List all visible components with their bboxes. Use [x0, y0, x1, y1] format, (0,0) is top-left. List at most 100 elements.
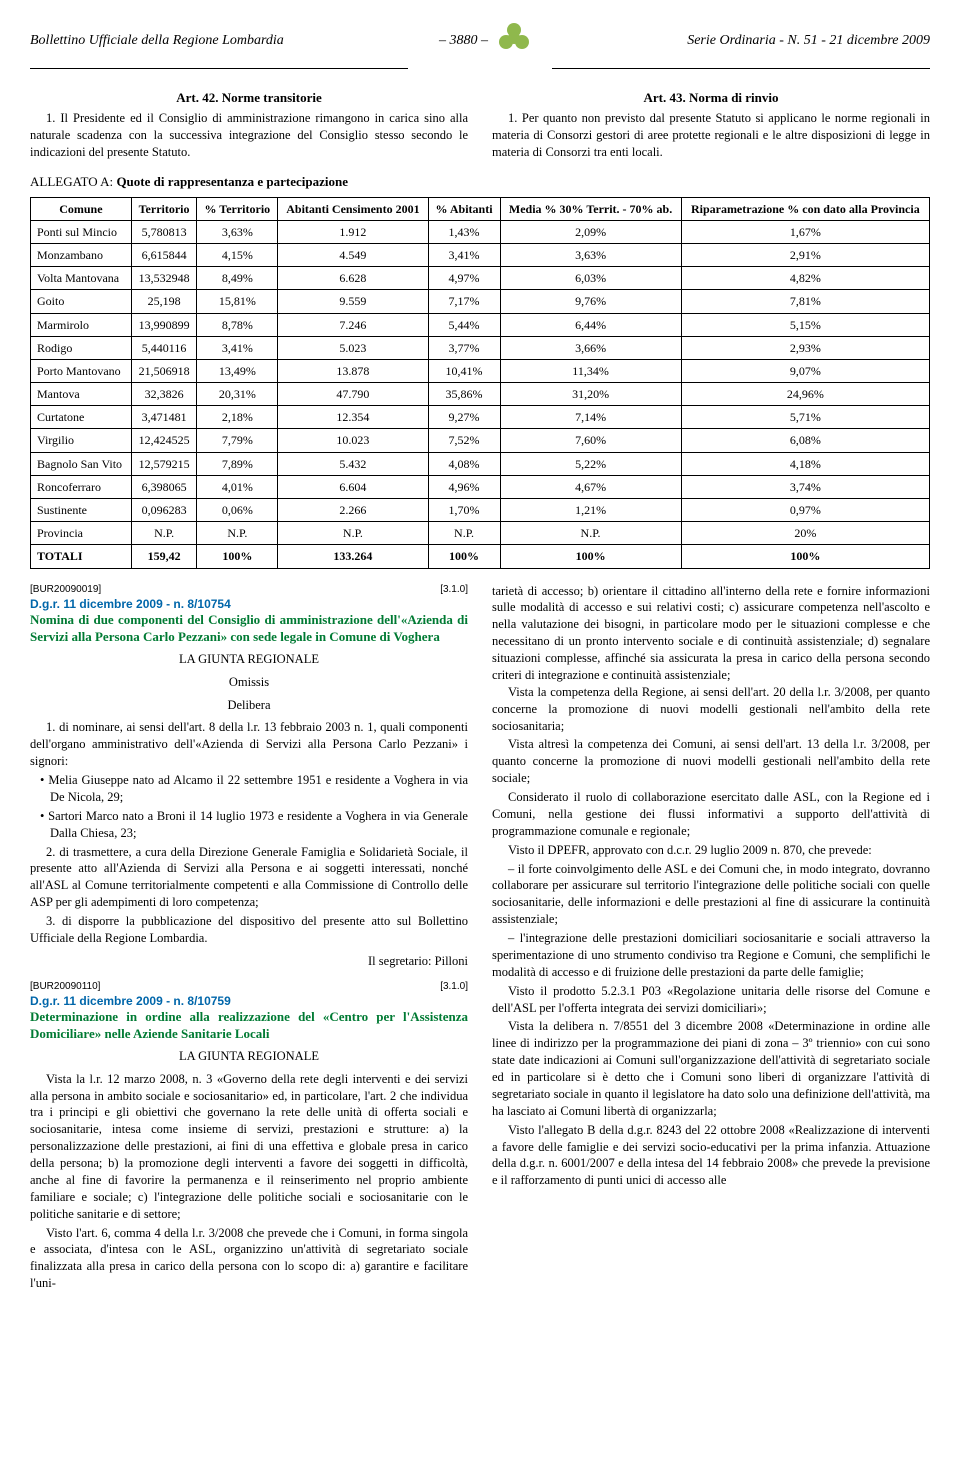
- table-cell: 4,08%: [428, 452, 500, 475]
- table-cell: 5,71%: [681, 406, 929, 429]
- rc-p7: – l'integrazione delle prestazioni domic…: [492, 930, 930, 981]
- decree1-p1: 1. di nominare, ai sensi dell'art. 8 del…: [30, 719, 468, 770]
- decree1-code-right: [3.1.0]: [440, 583, 468, 597]
- table-cell: 13.878: [278, 359, 428, 382]
- decree2-bur: [BUR20090110]: [30, 980, 468, 994]
- table-row: Virgilio12,4245257,79%10.0237,52%7,60%6,…: [31, 429, 930, 452]
- decree1-omissis: Omissis: [30, 674, 468, 691]
- table-cell: Rodigo: [31, 336, 132, 359]
- table-row: Roncoferraro6,3980654,01%6.6044,96%4,67%…: [31, 475, 930, 498]
- col-abitanti: Abitanti Censimento 2001: [278, 197, 428, 220]
- table-cell: Porto Mantovano: [31, 359, 132, 382]
- table-cell: 5.023: [278, 336, 428, 359]
- table-cell: 1,43%: [428, 220, 500, 243]
- decree1-b2: • Sartori Marco nato a Broni il 14 lugli…: [30, 808, 468, 842]
- table-row: Goito25,19815,81%9.5597,17%9,76%7,81%: [31, 290, 930, 313]
- table-cell: 47.790: [278, 383, 428, 406]
- table-cell: 10.023: [278, 429, 428, 452]
- decree1-block: [3.1.0] [BUR20090019] D.g.r. 11 dicembre…: [30, 583, 468, 970]
- articles-row: Art. 42. Norme transitorie 1. Il Preside…: [30, 83, 930, 163]
- rc-p10: Visto l'allegato B della d.g.r. 8243 del…: [492, 1122, 930, 1190]
- lower-content: [3.1.0] [BUR20090019] D.g.r. 11 dicembre…: [30, 583, 930, 1295]
- table-cell: N.P.: [278, 522, 428, 545]
- table-row: ProvinciaN.P.N.P.N.P.N.P.N.P.20%: [31, 522, 930, 545]
- table-row: Porto Mantovano21,50691813,49%13.87810,4…: [31, 359, 930, 382]
- table-cell: 8,78%: [197, 313, 278, 336]
- table-row: Mantova32,382620,31%47.79035,86%31,20%24…: [31, 383, 930, 406]
- table-cell: 1,21%: [500, 499, 681, 522]
- decree1-p3: 3. di disporre la pubblicazione del disp…: [30, 913, 468, 947]
- table-cell: 2,09%: [500, 220, 681, 243]
- table-cell: 5,440116: [131, 336, 197, 359]
- table-cell: 1,70%: [428, 499, 500, 522]
- decree2-title: Determinazione in ordine alla realizzazi…: [30, 1009, 468, 1042]
- table-cell: 3,41%: [428, 243, 500, 266]
- table-cell: 32,3826: [131, 383, 197, 406]
- table-cell: 2.266: [278, 499, 428, 522]
- decree1-delibera: Delibera: [30, 697, 468, 714]
- art42-title: Art. 42. Norme transitorie: [30, 89, 468, 107]
- table-cell: 3,63%: [197, 220, 278, 243]
- col-media: Media % 30% Territ. - 70% ab.: [500, 197, 681, 220]
- table-cell: 100%: [500, 545, 681, 568]
- table-cell: 7,60%: [500, 429, 681, 452]
- rc-p3: Vista altresì la competenza dei Comuni, …: [492, 736, 930, 787]
- table-cell: Roncoferraro: [31, 475, 132, 498]
- table-cell: 2,91%: [681, 243, 929, 266]
- decree1-signature: Il segretario: Pilloni: [30, 953, 468, 970]
- table-row: Rodigo5,4401163,41%5.0233,77%3,66%2,93%: [31, 336, 930, 359]
- table-cell: 4,18%: [681, 452, 929, 475]
- table-cell: Monzambano: [31, 243, 132, 266]
- page-number: – 3880 –: [439, 32, 488, 51]
- decree1-b1: • Melia Giuseppe nato ad Alcamo il 22 se…: [30, 772, 468, 806]
- rc-p4: Considerato il ruolo di collaborazione e…: [492, 789, 930, 840]
- table-cell: 24,96%: [681, 383, 929, 406]
- table-cell: 7,52%: [428, 429, 500, 452]
- table-cell: 20,31%: [197, 383, 278, 406]
- table-cell: Bagnolo San Vito: [31, 452, 132, 475]
- table-cell: 3,63%: [500, 243, 681, 266]
- table-row: Ponti sul Mincio5,7808133,63%1.9121,43%2…: [31, 220, 930, 243]
- table-cell: 9,76%: [500, 290, 681, 313]
- decree2-ref: D.g.r. 11 dicembre 2009 - n. 8/10759: [30, 993, 468, 1009]
- table-cell: Ponti sul Mincio: [31, 220, 132, 243]
- table-cell: 9,27%: [428, 406, 500, 429]
- table-cell: 6,615844: [131, 243, 197, 266]
- table-cell: 6,44%: [500, 313, 681, 336]
- table-cell: Goito: [31, 290, 132, 313]
- table-cell: N.P.: [428, 522, 500, 545]
- table-cell: 0,06%: [197, 499, 278, 522]
- table-cell: 4.549: [278, 243, 428, 266]
- col-comune: Comune: [31, 197, 132, 220]
- table-cell: N.P.: [197, 522, 278, 545]
- table-cell: 1.912: [278, 220, 428, 243]
- table-row: Volta Mantovana13,5329488,49%6.6284,97%6…: [31, 267, 930, 290]
- table-cell: 5,22%: [500, 452, 681, 475]
- table-cell: 7,89%: [197, 452, 278, 475]
- table-cell: 7,14%: [500, 406, 681, 429]
- col-pct-territorio: % Territorio: [197, 197, 278, 220]
- decree1-ref: D.g.r. 11 dicembre 2009 - n. 8/10754: [30, 596, 468, 612]
- table-cell: 7,79%: [197, 429, 278, 452]
- table-cell: 100%: [681, 545, 929, 568]
- art43-body: 1. Per quanto non previsto dal presente …: [492, 110, 930, 161]
- decree2-code-right: [3.1.0]: [440, 980, 468, 994]
- table-cell: 2,18%: [197, 406, 278, 429]
- table-cell: 7.246: [278, 313, 428, 336]
- series-info: Serie Ordinaria - N. 51 - 21 dicembre 20…: [687, 32, 930, 51]
- table-cell: Marmirolo: [31, 313, 132, 336]
- table-cell: 0,096283: [131, 499, 197, 522]
- table-row: Curtatone3,4714812,18%12.3549,27%7,14%5,…: [31, 406, 930, 429]
- table-cell: 12.354: [278, 406, 428, 429]
- table-cell: 6.628: [278, 267, 428, 290]
- right-column: tarietà di accesso; b) orientare il citt…: [492, 583, 930, 1295]
- table-cell: Sustinente: [31, 499, 132, 522]
- page-header: Bollettino Ufficiale della Regione Lomba…: [30, 20, 930, 69]
- publication-name: Bollettino Ufficiale della Regione Lomba…: [30, 32, 284, 51]
- table-row: Monzambano6,6158444,15%4.5493,41%3,63%2,…: [31, 243, 930, 266]
- rc-p5: Visto il DPEFR, approvato con d.c.r. 29 …: [492, 842, 930, 859]
- art43-title: Art. 43. Norma di rinvio: [492, 89, 930, 107]
- table-cell: 4,01%: [197, 475, 278, 498]
- table-cell: 5,780813: [131, 220, 197, 243]
- rc-p8: Visto il prodotto 5.2.3.1 P03 «Regolazio…: [492, 983, 930, 1017]
